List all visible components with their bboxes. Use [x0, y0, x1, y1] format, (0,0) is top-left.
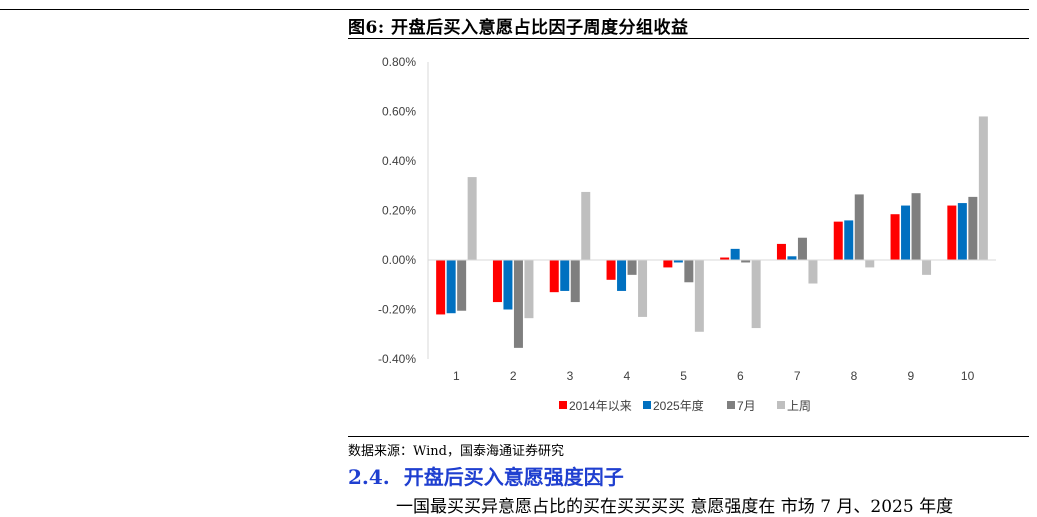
bar-s3-cat-5 [684, 260, 694, 283]
bar-chart: 0.80% 0.60% 0.40% 0.20% 0.00% -0.20% -0.40% 1 2… [378, 55, 996, 413]
y-tick-label: -0.40% [378, 352, 416, 366]
x-axis-ticks: 1 2 3 4 5 6 7 8 9 10 [453, 369, 975, 383]
bar-s3-cat-7 [797, 237, 807, 260]
bar-s3-cat-1 [457, 260, 467, 311]
bar-s2-cat-4 [617, 260, 627, 291]
x-tick-label: 6 [737, 369, 744, 383]
x-tick-label: 1 [453, 369, 460, 383]
bar-s1-cat-2 [492, 260, 502, 303]
bar-s4-cat-3 [581, 191, 591, 260]
bar-s1-cat-10 [947, 205, 957, 260]
x-tick-label: 4 [623, 369, 630, 383]
bar-s3-cat-10 [968, 196, 978, 260]
bar-s4-cat-1 [467, 177, 477, 260]
y-tick-label: 0.60% [382, 105, 416, 119]
title-rule [348, 38, 1029, 39]
section-heading: 2.4. 开盘后买入意愿强度因子 [348, 461, 624, 490]
x-tick-label: 2 [510, 369, 517, 383]
section-number: 2.4. [348, 465, 390, 489]
bar-s2-cat-10 [957, 203, 967, 260]
bar-s3-cat-8 [854, 194, 864, 260]
bar-s1-cat-9 [890, 214, 900, 260]
source-note: 数据来源：Wind，国泰海通证券研究 [348, 444, 564, 459]
bar-s4-cat-8 [865, 260, 875, 268]
bar-s2-cat-2 [503, 260, 513, 310]
bar-s1-cat-6 [720, 257, 730, 260]
y-tick-label: 0.00% [382, 253, 416, 267]
bar-s3-cat-2 [513, 260, 523, 348]
bar-s1-cat-8 [833, 221, 843, 260]
x-tick-label: 8 [851, 369, 858, 383]
legend-swatch [777, 401, 785, 409]
bar-s1-cat-7 [776, 243, 786, 260]
legend-label: 2025年度 [653, 398, 704, 413]
x-tick-label: 5 [680, 369, 687, 383]
bars [436, 116, 988, 348]
legend-label: 7月 [737, 399, 756, 413]
bar-s2-cat-5 [673, 260, 683, 263]
bar-s3-cat-6 [741, 260, 751, 263]
bar-s4-cat-6 [751, 260, 761, 329]
legend-swatch [559, 401, 567, 409]
bar-s1-cat-1 [436, 260, 446, 315]
bar-s2-cat-7 [787, 256, 797, 260]
bar-s2-cat-6 [730, 248, 740, 260]
x-tick-label: 7 [794, 369, 801, 383]
bar-s3-cat-4 [627, 260, 637, 275]
bar-s4-cat-7 [808, 260, 818, 284]
legend-label: 2014年以来 [569, 399, 632, 413]
source-rule [348, 436, 1029, 437]
bar-s4-cat-10 [978, 116, 988, 260]
bar-s4-cat-4 [638, 260, 648, 317]
top-rule [0, 9, 1029, 10]
bar-s1-cat-3 [549, 260, 559, 293]
legend-swatch [643, 401, 651, 409]
y-axis-ticks: 0.80% 0.60% 0.40% 0.20% 0.00% -0.20% -0.40% [378, 55, 416, 366]
bar-s3-cat-3 [570, 260, 580, 303]
y-tick-label: 0.20% [382, 204, 416, 218]
x-tick-label: 3 [567, 369, 574, 383]
x-tick-label: 9 [907, 369, 914, 383]
y-tick-label: 0.80% [382, 55, 416, 69]
bar-s2-cat-9 [901, 205, 911, 260]
y-tick-label: -0.20% [378, 303, 416, 317]
bar-s2-cat-3 [560, 260, 570, 291]
bar-s4-cat-9 [922, 260, 932, 275]
bar-s3-cat-9 [911, 193, 921, 260]
legend-swatch [727, 401, 735, 409]
x-tick-label: 10 [961, 369, 975, 383]
bar-s1-cat-4 [606, 260, 616, 280]
section-title: 开盘后买入意愿强度因子 [403, 465, 624, 489]
y-tick-label: 0.40% [382, 154, 416, 168]
bar-s4-cat-2 [524, 260, 534, 319]
legend: 2014年以来 2025年度 7月 上周 [559, 398, 811, 413]
bar-s1-cat-5 [663, 260, 673, 268]
figure-title: 图6: 开盘后买入意愿占比因子周度分组收益 [348, 18, 689, 38]
bar-s4-cat-5 [694, 260, 704, 332]
legend-label: 上周 [787, 399, 811, 413]
bar-s2-cat-8 [844, 220, 854, 260]
bar-s2-cat-1 [446, 260, 456, 314]
